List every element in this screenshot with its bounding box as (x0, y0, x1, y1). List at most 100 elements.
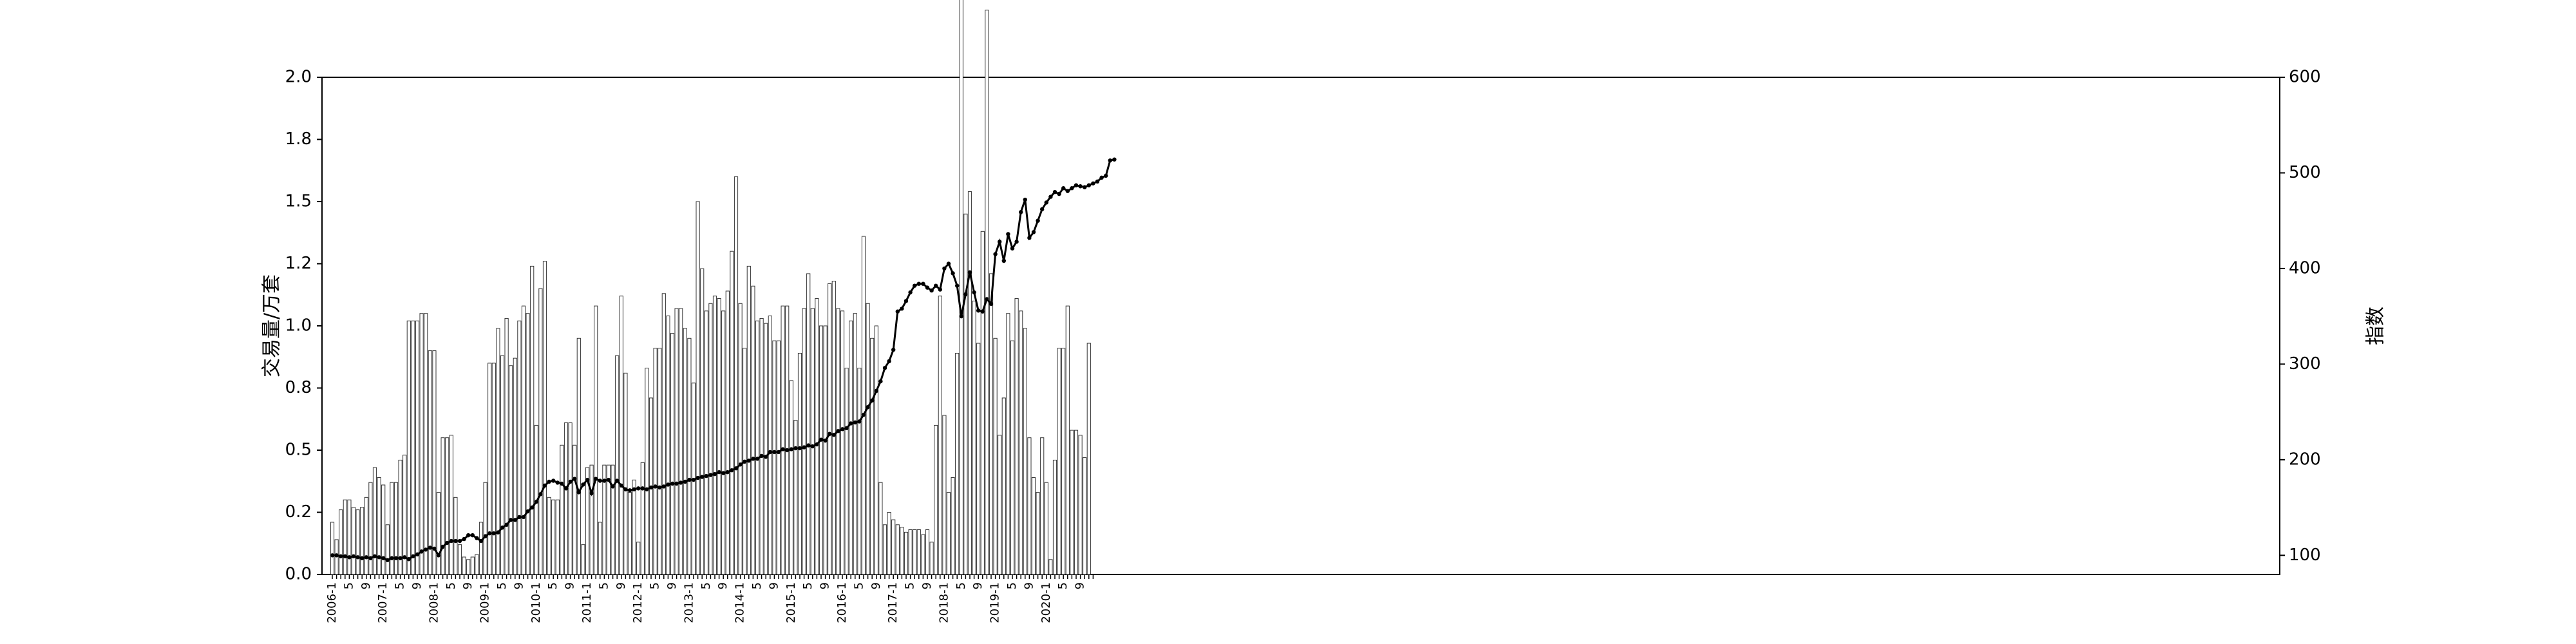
line-point (1099, 175, 1104, 180)
line-point (759, 453, 764, 459)
line-point (828, 431, 832, 436)
x-tick-label: 2020-1 (1039, 582, 1053, 623)
line-point (1023, 197, 1028, 202)
left-y-axis: 0.0 0.2 0.5 0.8 1.0 1.2 1.5 1.8 2.0 (285, 68, 322, 584)
line-point (632, 487, 636, 492)
right-tick-label: 600 (2289, 68, 2321, 87)
bar (598, 522, 602, 575)
line-point (874, 388, 879, 393)
line-point (1036, 218, 1040, 223)
bar (470, 556, 475, 575)
line-point (717, 469, 721, 475)
x-tick-label: 2017-1 (886, 582, 900, 623)
line-point (402, 555, 407, 560)
bar (1044, 482, 1048, 575)
bar (636, 542, 641, 575)
bar (568, 422, 573, 575)
line-point (615, 478, 620, 483)
line-point (895, 309, 900, 314)
bar (1010, 340, 1015, 575)
line-point (576, 490, 581, 495)
bar (542, 261, 547, 575)
bar (810, 308, 815, 575)
bar (828, 283, 832, 575)
bar (453, 497, 458, 575)
line-point (764, 455, 768, 459)
bar (551, 499, 556, 575)
bar (831, 281, 836, 575)
x-tick-label: 9 (614, 582, 628, 589)
line-point (334, 553, 339, 558)
line-point (534, 499, 538, 504)
bar (355, 509, 360, 575)
bar (1031, 477, 1036, 575)
bar (946, 492, 951, 575)
line-point (1057, 191, 1061, 196)
bar (815, 298, 819, 575)
bar (513, 357, 517, 575)
bar (844, 368, 849, 575)
bar (1052, 459, 1057, 575)
bar (491, 363, 496, 575)
line-point (657, 485, 662, 490)
line-point (581, 482, 585, 487)
line-point (470, 533, 475, 538)
bar (861, 236, 866, 575)
bar (670, 333, 675, 575)
bar (989, 273, 994, 575)
line-point (424, 547, 428, 552)
line-point (381, 556, 386, 560)
bar (1048, 559, 1053, 575)
line-point (589, 491, 594, 496)
bar (793, 420, 798, 575)
x-tick-label: 2013-1 (682, 582, 696, 623)
line-point (377, 555, 381, 560)
line-point (530, 505, 535, 510)
bar (976, 343, 981, 575)
bar (776, 340, 781, 575)
bar (819, 325, 824, 575)
line-point (602, 478, 607, 483)
line-point (781, 447, 785, 451)
bar (393, 482, 399, 575)
x-tick-label: 2007-1 (376, 582, 390, 623)
bar (934, 424, 938, 575)
bar (700, 268, 705, 575)
line-point (887, 359, 891, 364)
bar (560, 444, 564, 575)
x-tick-label: 2018-1 (937, 582, 951, 623)
bar (364, 497, 368, 575)
line-point (916, 281, 922, 286)
line-point (908, 290, 913, 295)
line-point (640, 486, 645, 491)
bar (521, 305, 526, 575)
line-point (1065, 189, 1070, 193)
bar (351, 507, 356, 575)
x-tick-label: 5 (954, 582, 968, 589)
bar (419, 313, 424, 575)
line-point (963, 292, 968, 297)
bar (900, 527, 904, 575)
line-point (831, 433, 837, 437)
line-point (564, 486, 569, 491)
left-tick-label: 2.0 (285, 68, 312, 87)
bar (500, 355, 505, 575)
line-point (339, 554, 343, 558)
bar (347, 499, 352, 575)
bar (1027, 437, 1032, 575)
line-point (980, 309, 985, 314)
line-point (738, 462, 743, 467)
line-point (619, 483, 623, 488)
line-point (823, 438, 828, 443)
x-tick-label: 5 (852, 582, 866, 589)
bar (632, 479, 636, 575)
line-point (882, 366, 887, 370)
line-point (776, 450, 781, 455)
line-point (436, 553, 441, 558)
line-point (913, 283, 917, 288)
bar (1019, 310, 1023, 575)
bar (925, 529, 930, 575)
line-series (330, 157, 1117, 562)
bar (538, 288, 543, 575)
line-point (806, 443, 811, 448)
